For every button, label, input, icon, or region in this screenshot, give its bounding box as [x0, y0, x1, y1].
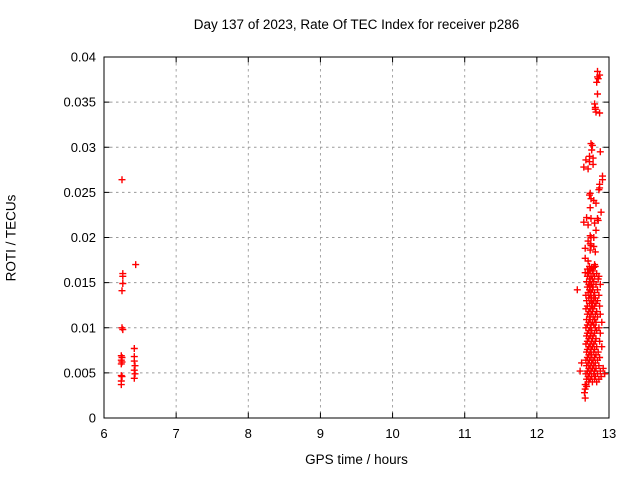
x-tick-label: 6 — [100, 426, 107, 441]
x-axis-label: GPS time / hours — [305, 452, 408, 467]
x-tick-label: 11 — [458, 426, 472, 441]
y-tick-label: 0.015 — [63, 275, 96, 290]
x-tick-label: 7 — [173, 426, 180, 441]
y-tick-label: 0.025 — [63, 185, 96, 200]
y-tick-label: 0.04 — [71, 50, 96, 65]
y-tick-label: 0.035 — [63, 95, 96, 110]
plot-border — [103, 56, 610, 419]
x-tick-label: 10 — [385, 426, 399, 441]
chart-title: Day 137 of 2023, Rate Of TEC Index for r… — [193, 17, 520, 32]
y-tick-label: 0.03 — [71, 140, 96, 155]
x-tick-label: 9 — [317, 426, 324, 441]
x-tick-label: 12 — [530, 426, 544, 441]
y-tick-label: 0.01 — [71, 320, 96, 335]
grid-lines — [104, 57, 609, 418]
data-points-series-0 — [117, 67, 609, 402]
x-tick-label: 13 — [602, 426, 616, 441]
y-tick-label: 0.02 — [71, 230, 96, 245]
y-tick-label: 0 — [89, 411, 96, 426]
x-tick-label: 8 — [245, 426, 252, 441]
y-tick-label: 0.005 — [63, 365, 96, 380]
